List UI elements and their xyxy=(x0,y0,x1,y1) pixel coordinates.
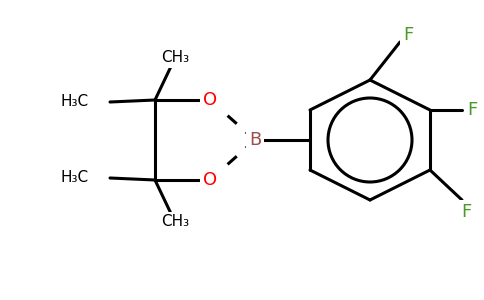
Text: CH₃: CH₃ xyxy=(161,50,189,65)
Text: O: O xyxy=(203,171,217,189)
Text: F: F xyxy=(403,26,413,44)
Text: F: F xyxy=(461,203,471,221)
Text: H₃C: H₃C xyxy=(61,94,89,110)
Text: H₃C: H₃C xyxy=(61,170,89,185)
Text: B: B xyxy=(249,131,261,149)
Text: F: F xyxy=(467,101,477,119)
Text: CH₃: CH₃ xyxy=(161,214,189,230)
Text: O: O xyxy=(203,91,217,109)
